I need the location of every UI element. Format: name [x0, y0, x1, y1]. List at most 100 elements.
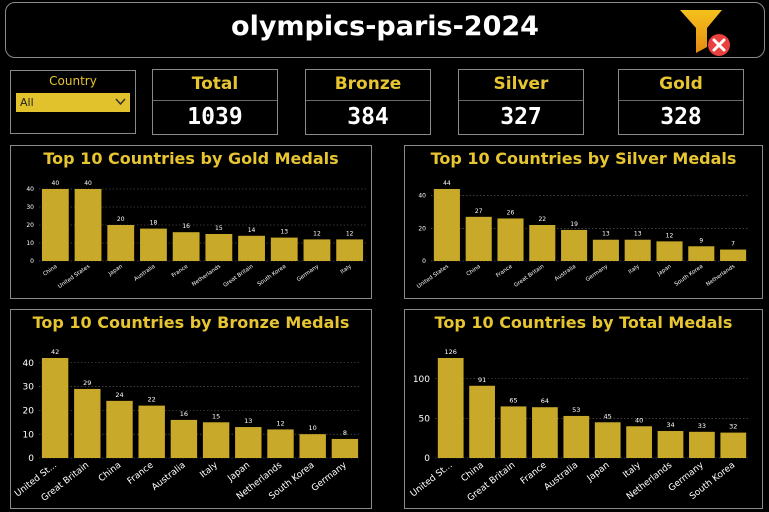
bar[interactable] [656, 241, 683, 261]
bar[interactable] [592, 239, 619, 261]
bar[interactable] [336, 239, 364, 261]
bar[interactable] [720, 432, 747, 458]
country-dropdown-value: All [20, 96, 34, 109]
bar[interactable] [688, 246, 715, 261]
bar[interactable] [270, 237, 298, 261]
data-label: 13 [602, 231, 610, 238]
data-label: 33 [698, 422, 706, 430]
bar[interactable] [469, 385, 495, 458]
x-tick-label: Italy [198, 460, 220, 480]
bar[interactable] [138, 405, 165, 458]
data-label: 12 [276, 419, 284, 427]
bar[interactable] [497, 218, 524, 261]
data-label: 10 [309, 424, 317, 432]
x-tick-label: United St... [409, 460, 455, 499]
y-tick-label: 50 [419, 414, 431, 424]
data-label: 12 [666, 232, 674, 239]
bar[interactable] [106, 400, 133, 458]
bar[interactable] [331, 438, 359, 458]
y-tick-label: 20 [26, 222, 34, 229]
kpi-total-value: 1039 [187, 104, 243, 130]
gold-chart-title: Top 10 Countries by Gold Medals [43, 149, 339, 168]
data-label: 126 [444, 348, 456, 356]
y-tick-label: 30 [23, 383, 35, 393]
bar[interactable] [532, 407, 558, 458]
x-tick-label: Great Britain [222, 263, 255, 288]
bar[interactable] [626, 426, 652, 458]
country-dropdown[interactable]: All [16, 93, 130, 112]
x-tick-label: United States [57, 264, 91, 290]
bar[interactable] [624, 239, 651, 261]
silver-chart-panel: Top 10 Countries by Silver Medals 0 20 40 4… [404, 145, 763, 299]
y-tick-label: 40 [23, 359, 35, 369]
clear-filter-icon[interactable] [678, 7, 734, 59]
kpi-divider [306, 100, 430, 101]
bar[interactable] [561, 229, 588, 261]
country-slicer: Country All [10, 70, 136, 134]
silver-chart-title: Top 10 Countries by Silver Medals [430, 149, 737, 168]
bar[interactable] [437, 358, 464, 458]
bar[interactable] [238, 235, 265, 261]
data-label: 91 [478, 376, 486, 384]
y-tick-label: 0 [424, 454, 430, 464]
data-label: 27 [475, 208, 483, 215]
bar[interactable] [500, 406, 527, 458]
y-tick-label: 20 [418, 225, 426, 232]
bar[interactable] [170, 419, 198, 458]
bar[interactable] [107, 225, 135, 261]
data-label: 45 [604, 412, 612, 420]
y-tick-label: 40 [26, 186, 34, 193]
y-tick-label: 10 [26, 240, 34, 247]
data-label: 34 [666, 421, 674, 429]
kpi-total-label: Total [191, 74, 239, 94]
x-tick-label: France [171, 263, 190, 279]
bar[interactable] [267, 429, 294, 458]
bar[interactable] [202, 422, 230, 458]
chevron-down-icon [115, 98, 126, 106]
bar[interactable] [172, 232, 200, 261]
kpi-bronze-label: Bronze [334, 74, 402, 94]
bar[interactable] [594, 422, 621, 458]
data-label: 32 [729, 423, 737, 431]
x-tick-label: China [466, 264, 482, 278]
y-tick-label: 0 [422, 258, 426, 265]
total-chart-panel: Top 10 Countries by Total Medals 0 50 100 1… [404, 309, 763, 509]
x-tick-label: South Korea [257, 264, 288, 288]
bar[interactable] [657, 431, 684, 458]
bar[interactable] [74, 388, 101, 458]
y-tick-label: 40 [418, 193, 426, 200]
data-label: 40 [635, 416, 643, 424]
bar[interactable] [529, 225, 556, 261]
bar[interactable] [465, 216, 492, 261]
data-label: 44 [443, 180, 451, 187]
bar[interactable] [41, 358, 69, 458]
bar[interactable] [235, 427, 262, 458]
total-chart-title: Top 10 Countries by Total Medals [434, 313, 733, 332]
data-label: 16 [182, 223, 190, 230]
y-tick-label: 0 [28, 454, 34, 464]
kpi-bronze-card: Bronze 384 [305, 69, 431, 135]
bar[interactable] [563, 415, 590, 458]
kpi-gold-label: Gold [659, 74, 703, 94]
data-label: 16 [180, 410, 188, 418]
bar[interactable] [303, 239, 331, 261]
x-tick-label: Australia [133, 264, 156, 283]
y-tick-label: 10 [23, 430, 35, 440]
bar[interactable] [41, 189, 69, 261]
bar[interactable] [433, 189, 460, 261]
bar[interactable] [689, 431, 715, 458]
x-tick-label: Italy [340, 263, 354, 275]
y-tick-label: 20 [23, 407, 35, 417]
bar[interactable] [720, 249, 747, 261]
x-tick-label: Germany [310, 460, 349, 494]
bar[interactable] [74, 189, 102, 261]
bar[interactable] [205, 234, 233, 261]
data-label: 22 [148, 396, 156, 404]
bar[interactable] [140, 228, 167, 261]
y-tick-label: 0 [30, 258, 34, 265]
bar[interactable] [299, 434, 326, 458]
x-tick-label: South Korea [674, 264, 705, 288]
kpi-divider [619, 100, 743, 101]
x-tick-label: Netherlands [705, 264, 736, 288]
